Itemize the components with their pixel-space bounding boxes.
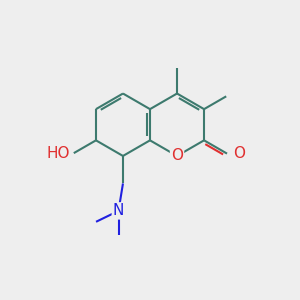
Text: HO: HO <box>47 146 70 160</box>
Text: N: N <box>113 203 124 218</box>
Text: O: O <box>234 146 246 161</box>
Text: O: O <box>171 148 183 164</box>
